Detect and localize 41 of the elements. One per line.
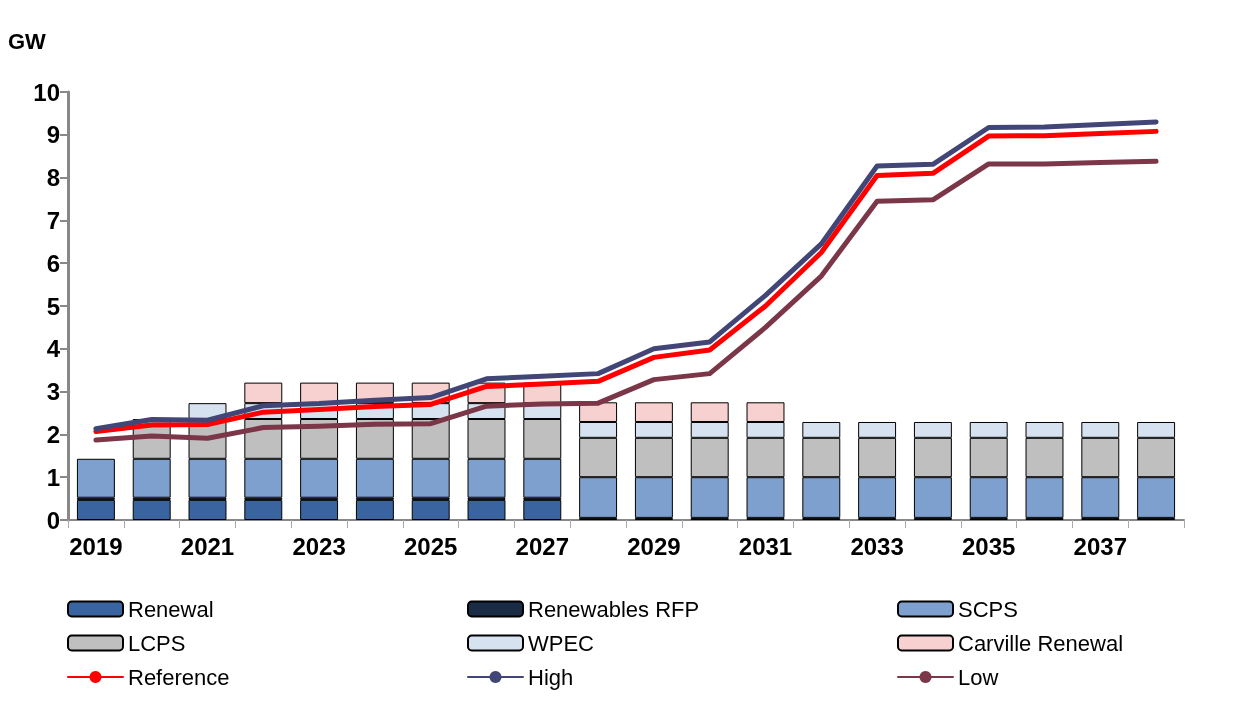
- y-axis-title: GW: [8, 28, 47, 54]
- x-tick-label: 2025: [404, 532, 458, 560]
- x-tick-label: 2037: [1073, 532, 1127, 560]
- x-tick-label: 2027: [515, 532, 569, 560]
- legend-label: Low: [958, 664, 999, 690]
- bar: [132, 499, 171, 520]
- bar: [244, 499, 283, 520]
- legend-label: Reference: [128, 664, 230, 690]
- x-tick-label: 2021: [180, 532, 235, 560]
- bar: [467, 499, 506, 520]
- y-tick-label: 3: [46, 378, 60, 406]
- legend-label: Renewal: [128, 596, 214, 622]
- x-tick-label: 2019: [69, 532, 123, 560]
- legend-label: WPEC: [528, 630, 595, 656]
- legend-label: SCPS: [958, 596, 1018, 622]
- y-tick-label: 7: [46, 206, 60, 234]
- bar: [76, 458, 115, 498]
- x-tick-label: 2035: [962, 532, 1016, 560]
- bar: [355, 499, 394, 520]
- legend-label: High: [528, 664, 574, 690]
- x-tick-label: 2033: [850, 532, 904, 560]
- legend-label: Carville Renewal: [958, 630, 1124, 656]
- x-tick-label: 2029: [627, 532, 681, 560]
- y-tick-label: 5: [46, 292, 60, 320]
- y-tick-label: 10: [33, 78, 60, 106]
- y-tick-label: 4: [46, 335, 61, 363]
- y-tick-label: 9: [46, 121, 60, 149]
- y-tick-label: 0: [46, 506, 60, 534]
- x-tick-label: 2023: [292, 532, 346, 560]
- legend-label: LCPS: [128, 630, 186, 656]
- bar: [188, 499, 227, 520]
- x-tick-label: 2031: [738, 532, 793, 560]
- y-tick-label: 8: [46, 164, 60, 192]
- y-tick-label: 6: [46, 249, 60, 277]
- legend-label: Renewables RFP: [528, 596, 700, 622]
- bar: [300, 499, 339, 520]
- bar: [411, 499, 450, 520]
- bar: [523, 499, 562, 520]
- bar: [76, 499, 115, 520]
- y-tick-label: 1: [46, 463, 60, 491]
- y-tick-label: 2: [46, 420, 60, 448]
